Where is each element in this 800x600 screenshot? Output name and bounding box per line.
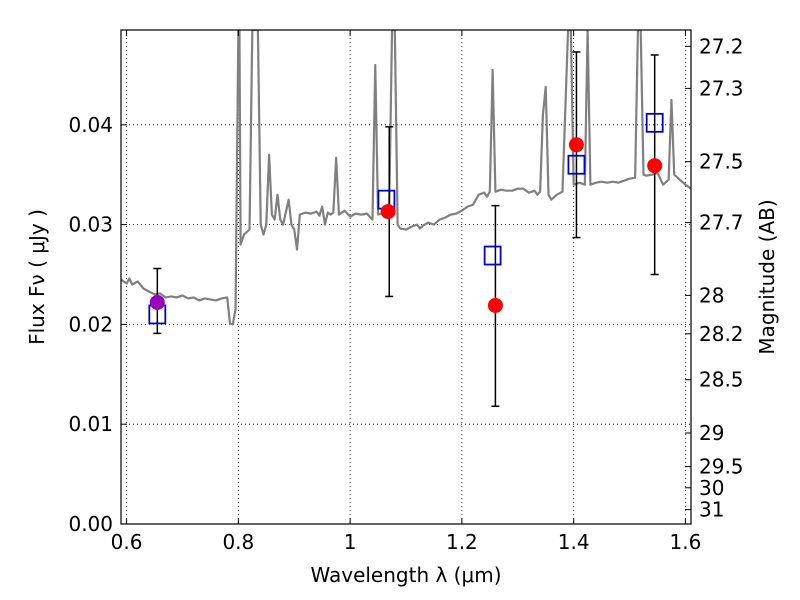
- y2-tick-label: 28: [699, 283, 724, 307]
- x-tick-label: 0.8: [222, 530, 254, 554]
- observed-circle-marker: [568, 137, 584, 153]
- y-tick-label: 0.03: [68, 213, 113, 237]
- model-square-marker: [567, 154, 586, 175]
- y2-tick-label: 27.3: [699, 76, 744, 100]
- y-tick-label: 0.01: [68, 412, 113, 436]
- y-axis-label: Flux Fν ( μJy ): [25, 209, 49, 345]
- y-tick-label: 0.04: [68, 113, 113, 137]
- y-tick-label: 0.02: [68, 312, 113, 336]
- plot-frame: [120, 29, 692, 525]
- y2-tick-label: 27.7: [699, 211, 744, 235]
- y-tick-label: 0.00: [68, 512, 113, 536]
- y2-tick-label: 29: [699, 421, 724, 445]
- x-tick-label: 1.6: [670, 530, 702, 554]
- y2-tick-label: 27.5: [699, 150, 744, 174]
- y2-tick-label: 30: [699, 476, 724, 500]
- x-axis-label: Wavelength λ (μm): [310, 563, 501, 587]
- x-tick-label: 1.2: [446, 530, 478, 554]
- x-tick-label: 1.4: [558, 530, 590, 554]
- spectrum-line: [121, 30, 691, 326]
- y2-tick-label: 28.5: [699, 368, 744, 392]
- x-tick-label: 0.6: [111, 530, 143, 554]
- observed-circle-marker: [487, 297, 503, 313]
- observed-circle-marker: [380, 204, 396, 220]
- model-square-marker: [483, 245, 502, 266]
- axes: 0.6 0.8 1 1.2 1.4 1.6 0.00 0.01 0.02 0.03 0.04 27.2…: [68, 30, 744, 554]
- observed-circle-marker: [149, 294, 165, 310]
- observed-circle-marker: [647, 158, 663, 174]
- y2-tick-label: 28.2: [699, 322, 744, 346]
- plot-frame-bg: [121, 30, 691, 524]
- model-square-marker: [645, 112, 664, 133]
- y2-tick-label: 29.5: [699, 455, 744, 479]
- x-tick-label: 1: [344, 530, 357, 554]
- y2-tick-label: 31: [699, 498, 724, 522]
- plot-area: [121, 30, 691, 407]
- y2-axis-label: Magnitude (AB): [755, 199, 779, 354]
- y2-tick-label: 27.2: [699, 34, 744, 58]
